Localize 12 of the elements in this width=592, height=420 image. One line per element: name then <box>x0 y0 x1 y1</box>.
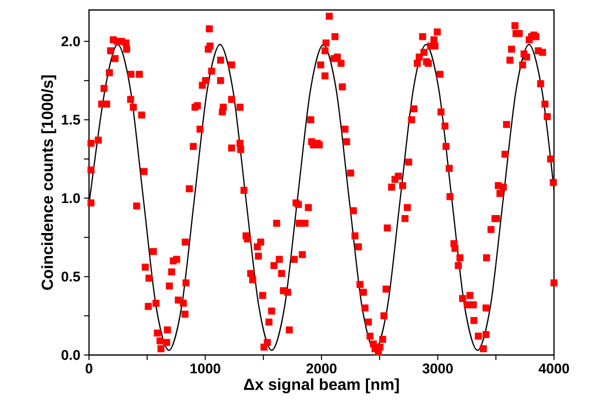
x-tick-label: 2000 <box>306 364 336 374</box>
y-axis-title: Coincidence counts [1000/s] <box>41 75 56 290</box>
x-axis-title: Δx signal beam [nm] <box>244 378 399 394</box>
y-tick-label: 2.0 <box>61 36 80 46</box>
y-tick-label: 1.0 <box>62 193 80 204</box>
x-tick-label: 0 <box>86 364 92 374</box>
y-tick-label: 0.5 <box>62 272 80 282</box>
y-tick-label: 1.5 <box>62 114 80 125</box>
y-tick-label: 0.0 <box>62 350 80 360</box>
x-tick-label: 4000 <box>538 364 569 374</box>
x-tick-label: 3000 <box>422 364 453 374</box>
x-tick-label: 1000 <box>190 364 220 374</box>
